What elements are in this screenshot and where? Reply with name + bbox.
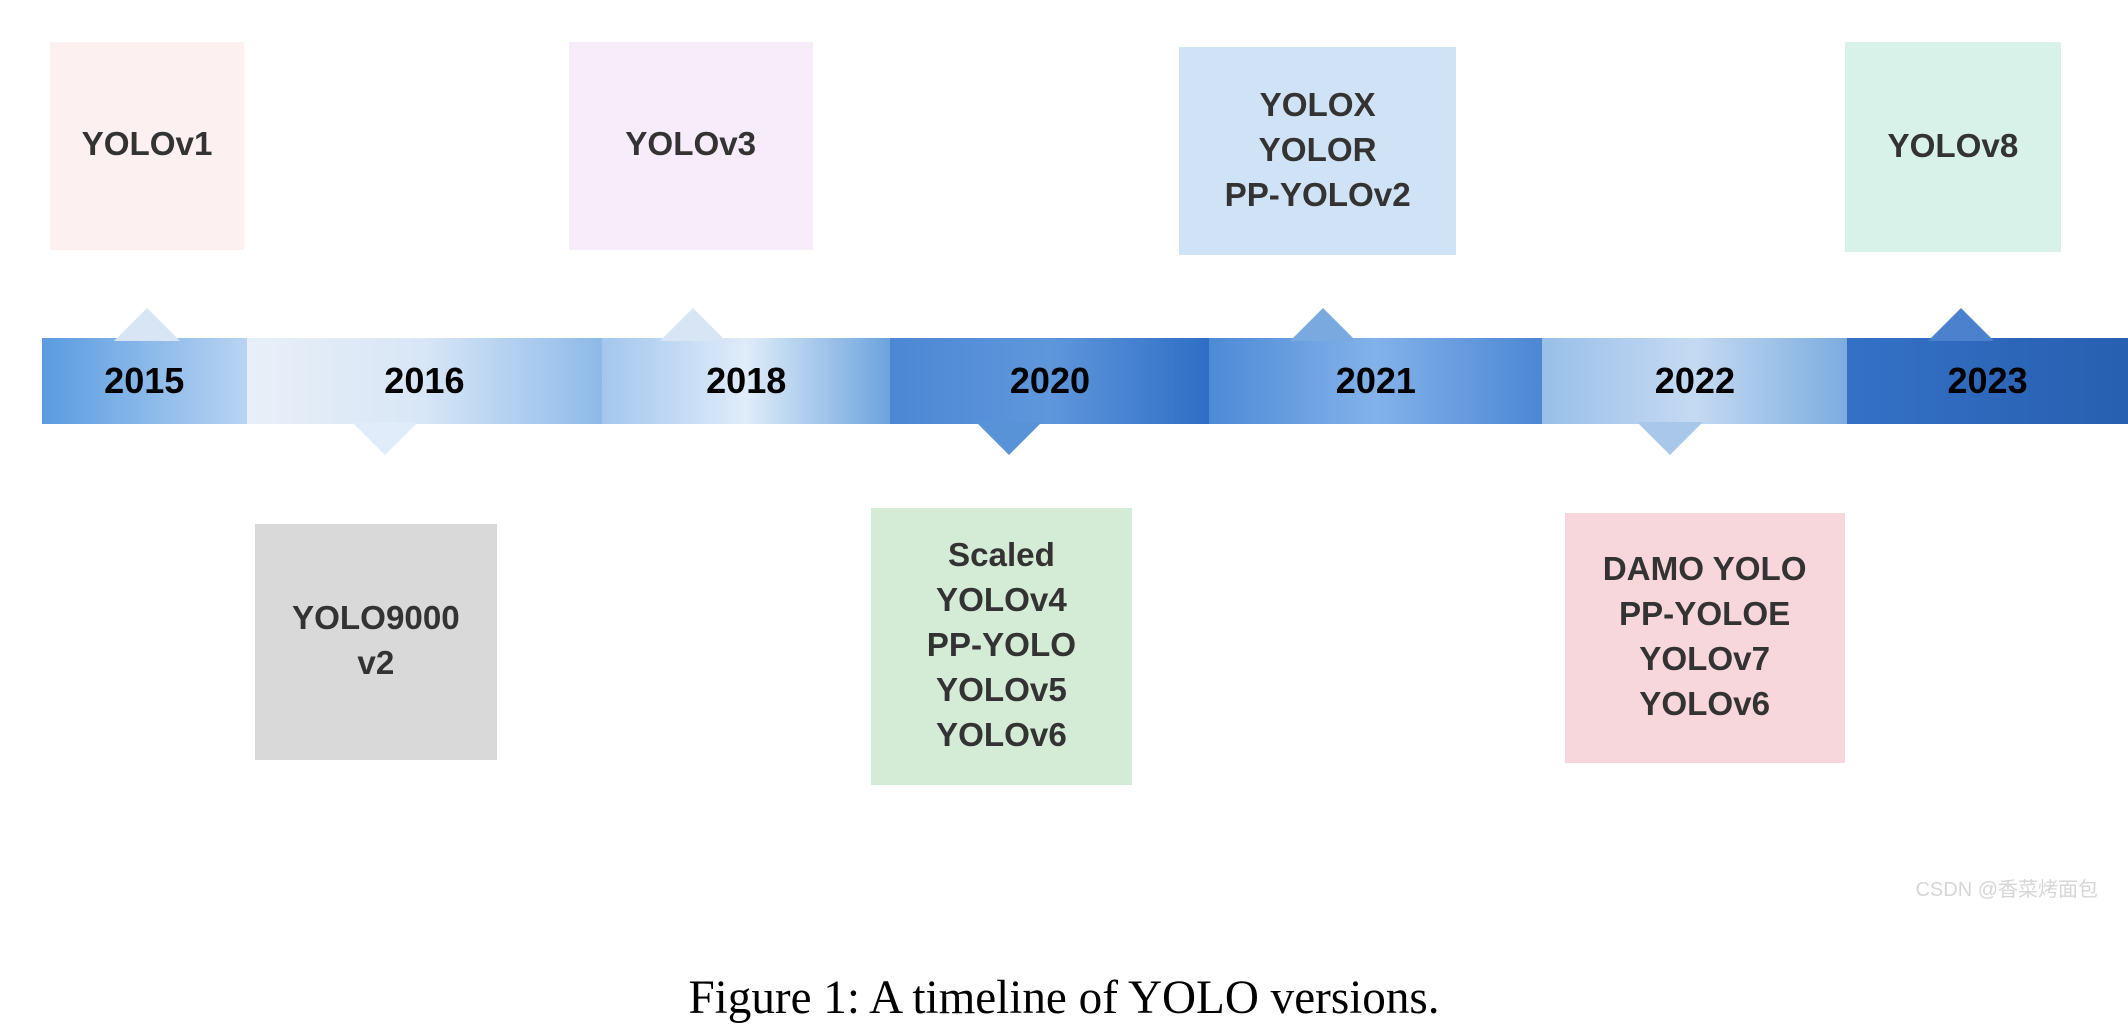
year-label: 2023 <box>1947 360 2027 402</box>
arrow-yolov3 <box>660 308 726 341</box>
arrow-damo-group <box>1637 422 1703 455</box>
box-line: YOLOv1 <box>82 123 213 168</box>
watermark: CSDN @香菜烤面包 <box>1915 873 2098 902</box>
arrow-yolo9000 <box>352 422 418 455</box>
timeline-year-2015: 2015 <box>42 338 247 424</box>
box-line: PP-YOLOE <box>1619 593 1790 638</box>
arrow-yolov8 <box>1928 308 1994 341</box>
arrow-yolox-group <box>1290 308 1356 341</box>
box-line: YOLOX <box>1260 84 1376 129</box>
year-label: 2015 <box>104 360 184 402</box>
year-label: 2020 <box>1010 360 1090 402</box>
box-line: YOLOv7 <box>1639 638 1770 683</box>
box-yolox-group: YOLOXYOLORPP-YOLOv2 <box>1179 47 1456 255</box>
figure-caption: Figure 1: A timeline of YOLO versions. <box>0 971 2128 1025</box>
box-damo-group: DAMO YOLOPP-YOLOEYOLOv7YOLOv6 <box>1565 513 1845 763</box>
year-label: 2022 <box>1655 360 1735 402</box>
timeline-year-2023: 2023 <box>1847 338 2127 424</box>
box-yolov8: YOLOv8 <box>1845 42 2061 253</box>
timeline-year-2018: 2018 <box>602 338 890 424</box>
arrow-scaled-group <box>976 422 1042 455</box>
box-line: DAMO YOLO <box>1603 548 1807 593</box>
box-line: PP-YOLO <box>927 624 1076 669</box>
timeline-year-2021: 2021 <box>1209 338 1542 424</box>
box-line: YOLOR <box>1259 129 1377 174</box>
box-line: Scaled <box>948 534 1055 579</box>
year-label: 2016 <box>384 360 464 402</box>
box-line: PP-YOLOv2 <box>1225 174 1411 219</box>
box-line: YOLOv3 <box>625 123 756 168</box>
box-line: YOLO9000 <box>292 597 460 642</box>
timeline-container: 2015 2016 2018 2020 2021 2022 2023 YOLOv1 YOLOv3… <box>0 0 2128 920</box>
year-label: 2021 <box>1336 360 1416 402</box>
year-label: 2018 <box>706 360 786 402</box>
box-line: v2 <box>357 642 394 687</box>
timeline-year-2016: 2016 <box>247 338 602 424</box>
box-line: YOLOv8 <box>1887 125 2018 170</box>
box-scaled-group: ScaledYOLOv4PP-YOLOYOLOv5YOLOv6 <box>871 508 1132 785</box>
box-yolo9000: YOLO9000v2 <box>255 524 496 760</box>
box-line: YOLOv6 <box>936 714 1067 759</box>
arrow-yolov1 <box>114 308 180 341</box>
timeline-year-2022: 2022 <box>1542 338 1847 424</box>
box-yolov1: YOLOv1 <box>50 42 244 250</box>
box-yolov3: YOLOv3 <box>569 42 813 250</box>
box-line: YOLOv6 <box>1639 683 1770 728</box>
box-line: YOLOv4 <box>936 579 1067 624</box>
box-line: YOLOv5 <box>936 669 1067 714</box>
timeline-year-2020: 2020 <box>890 338 1209 424</box>
